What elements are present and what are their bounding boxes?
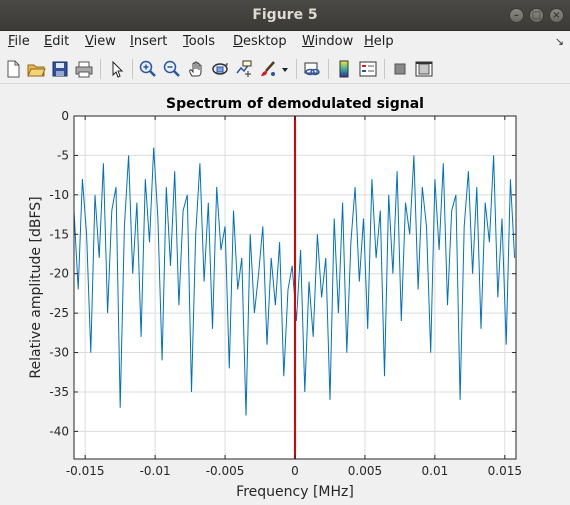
new-figure-icon[interactable] — [3, 59, 23, 79]
y-tick-label: -25 — [49, 306, 69, 320]
maximize-button[interactable]: □ — [529, 8, 544, 23]
menu-file[interactable]: File — [8, 34, 30, 49]
y-axis-label: Relative amplitude [dBFS] — [28, 196, 44, 378]
close-button[interactable]: × — [549, 8, 564, 23]
y-tick-label: -5 — [57, 148, 69, 162]
open-file-icon[interactable] — [26, 59, 46, 79]
spectrum-chart: -0.015 -0.01 -0.005 0 0.005 0.01 0.015 0 -5 -10 -1… — [28, 96, 522, 500]
menu-insert[interactable]: Insert — [130, 34, 168, 49]
x-tick-label: -0.005 — [206, 464, 245, 478]
menu-desktop[interactable]: Desktop — [233, 34, 287, 49]
toolbar-separator — [132, 59, 133, 79]
x-tick-label: -0.015 — [66, 464, 105, 478]
minimize-button[interactable]: – — [509, 8, 524, 23]
x-tick-label: 0.015 — [488, 464, 522, 478]
data-cursor-icon[interactable] — [234, 59, 254, 79]
chart-title: Spectrum of demodulated signal — [166, 96, 424, 112]
dock-arrow-icon[interactable]: ↘ — [554, 35, 564, 48]
toolbar-separator — [328, 59, 329, 79]
menu-bar: File Edit View Insert Tools Desktop Wind… — [0, 31, 570, 53]
window-title: Figure 5 — [252, 7, 318, 23]
pan-icon[interactable] — [186, 59, 206, 79]
link-plot-icon[interactable] — [302, 59, 322, 79]
toolbar-separator — [384, 59, 385, 79]
figure-toolbar — [0, 54, 570, 84]
x-tick-label: 0.005 — [348, 464, 382, 478]
y-tick-label: -40 — [49, 424, 69, 438]
x-axis-label: Frequency [MHz] — [236, 484, 354, 500]
print-icon[interactable] — [74, 59, 94, 79]
y-tick-label: -30 — [49, 346, 69, 360]
menu-view[interactable]: View — [85, 34, 116, 49]
colorbar-icon[interactable] — [334, 59, 354, 79]
hide-plot-tools-icon[interactable] — [390, 59, 410, 79]
pointer-icon[interactable] — [107, 59, 127, 79]
x-tick-label: 0.01 — [422, 464, 449, 478]
menu-tools[interactable]: Tools — [183, 34, 216, 49]
y-tick-label: -20 — [49, 267, 69, 281]
x-tick-label: -0.01 — [140, 464, 171, 478]
menu-help[interactable]: Help — [364, 34, 394, 49]
y-tick-label: -35 — [49, 385, 69, 399]
y-tick-label: -10 — [49, 188, 69, 202]
zoom-in-icon[interactable] — [138, 59, 158, 79]
save-icon[interactable] — [50, 59, 70, 79]
zoom-out-icon[interactable] — [162, 59, 182, 79]
menu-edit[interactable]: Edit — [44, 34, 70, 49]
figure-canvas: -0.015 -0.01 -0.005 0 0.005 0.01 0.015 0 -5 -10 -1… — [0, 85, 570, 505]
dropdown-arrow-icon[interactable] — [280, 59, 290, 79]
toolbar-separator — [100, 59, 101, 79]
rotate-3d-icon[interactable] — [210, 59, 230, 79]
show-plot-tools-icon[interactable] — [414, 59, 434, 79]
window-titlebar: Figure 5 – □ × — [0, 0, 570, 31]
toolbar-separator — [296, 59, 297, 79]
brush-icon[interactable] — [258, 59, 278, 79]
y-tick-label: -15 — [49, 227, 69, 241]
x-tick-label: 0 — [291, 464, 299, 478]
menu-window[interactable]: Window — [302, 34, 354, 49]
legend-icon[interactable] — [358, 59, 378, 79]
y-tick-label: 0 — [61, 109, 69, 123]
